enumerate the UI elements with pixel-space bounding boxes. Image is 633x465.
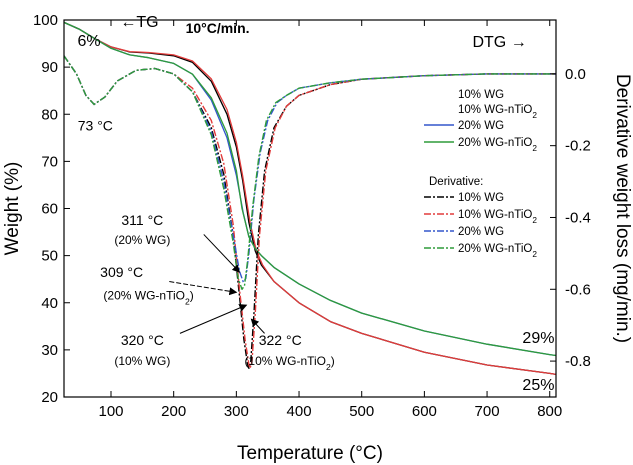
annotation-arrow-2 — [179, 304, 248, 334]
y-axis-title-left: Weight (%) — [2, 162, 23, 256]
y-left-tick-label-80: 80 — [41, 106, 58, 123]
legend-label-tg-20-wg-ntio2: 20% WG-nTiO2 — [458, 137, 537, 153]
annotation-dtg: DTG → — [472, 34, 526, 51]
series-tg-20-wg — [64, 21, 556, 357]
series-tg-20-wg-ntio2 — [64, 21, 556, 357]
annotation-20-wg: (20% WG) — [114, 233, 170, 247]
y-left-tick-label-60: 60 — [41, 201, 58, 218]
x-tick-label-300: 300 — [224, 403, 249, 420]
annotation-arrow-3 — [250, 318, 265, 334]
annotation-309-c: 309 °C — [100, 264, 143, 280]
annotation-tg: ←TG — [120, 14, 158, 31]
y-left-tick-label-50: 50 — [41, 248, 58, 265]
legend-label-tg-20-wg: 20% WG — [458, 120, 504, 132]
y-left-tick-label-40: 40 — [41, 295, 58, 312]
annotation-73-c: 73 °C — [78, 118, 113, 134]
series-layer — [64, 21, 556, 376]
annotation-20-wg-ntio2: (20% WG-nTiO2) — [103, 288, 193, 306]
y-left-tick-label-20: 20 — [41, 389, 58, 406]
annotation-29: 29% — [522, 330, 554, 347]
legend-label-tg-10-wg-ntio2: 10% WG-nTiO2 — [458, 104, 537, 120]
y-left-tick-label-30: 30 — [41, 342, 58, 359]
x-tick-label-400: 400 — [287, 403, 312, 420]
legend-label-dtg-10-wg-ntio2: 10% WG-nTiO2 — [458, 209, 537, 225]
y-left-tick-label-70: 70 — [41, 153, 58, 170]
y-axis-title-right: Derivative weight loss (mg/min.) — [612, 74, 633, 343]
annotation-arrow-0 — [203, 234, 241, 273]
x-tick-label-600: 600 — [412, 403, 437, 420]
annotation-6: 6% — [78, 33, 101, 50]
x-tick-label-100: 100 — [98, 403, 123, 420]
y-right-tick-label-3: -0.2 — [565, 138, 591, 155]
series-dtg-20-wg-ntio2 — [64, 55, 556, 290]
annotation-10-wg: (10% WG) — [114, 354, 170, 368]
y-right-tick-label-2: -0.4 — [565, 209, 591, 226]
y-right-tick-label-1: -0.6 — [565, 281, 591, 298]
annotation-25: 25% — [522, 377, 554, 394]
x-axis-title: Temperature (°C) — [237, 443, 383, 464]
legend-label-dtg-10-wg: 10% WG — [458, 192, 504, 204]
annotation-311-c: 311 °C — [121, 212, 163, 228]
legend-label-dtg-20-wg: 20% WG — [458, 226, 504, 238]
axes-layer: 100 200 300 400 500 600 700 800 20 30 40 50 60 70 80 90… — [2, 12, 633, 464]
x-tick-label-800: 800 — [537, 403, 562, 420]
legend-derivative-title: Derivative: — [429, 176, 483, 188]
x-tick-label-700: 700 — [475, 403, 500, 420]
legend-label-dtg-20-wg-ntio2: 20% WG-nTiO2 — [458, 243, 537, 259]
legend-label-tg-10-wg: 10% WG — [458, 89, 504, 101]
y-right-tick-label-0: -0.8 — [565, 353, 591, 370]
series-tg-10-wg-ntio2 — [64, 21, 556, 376]
annotation-322-c: 322 °C — [259, 332, 302, 348]
x-tick-label-500: 500 — [349, 403, 374, 420]
y-left-tick-label-90: 90 — [41, 59, 58, 76]
y-left-tick-label-100: 100 — [33, 12, 58, 29]
x-tick-label-200: 200 — [161, 403, 186, 420]
annotation-layer: 6% ←TG 10°C/min. DTG → 73 °C 311 °C (20% WG) 30… — [78, 14, 555, 394]
annotation-10-c-min: 10°C/min. — [186, 20, 250, 36]
y-right-tick-label-4: 0.0 — [565, 66, 586, 83]
annotation-320-c: 320 °C — [121, 332, 164, 348]
annotation-arrow-1 — [169, 281, 238, 296]
annotation-10-wg-ntio2: (10% WG-nTiO2) — [244, 354, 334, 372]
